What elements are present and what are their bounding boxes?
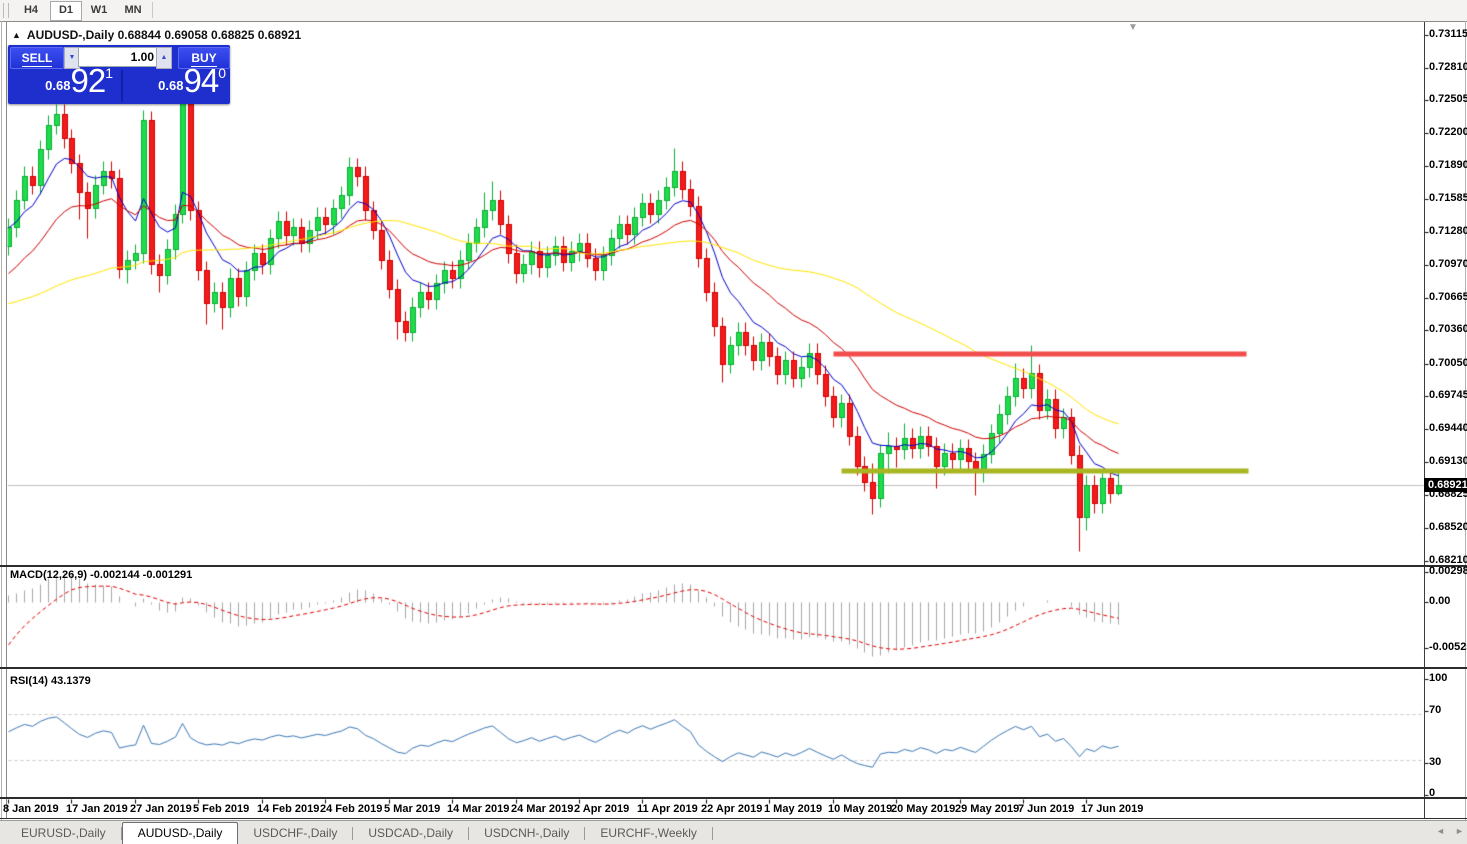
rsi-axis-label: 70: [1429, 704, 1442, 716]
timeframe-d1-button[interactable]: D1: [50, 1, 82, 21]
date-axis-label: 22 Apr 2019: [701, 803, 763, 815]
sell-button[interactable]: SELL: [10, 47, 64, 69]
price-axis-label: 0.70665: [1429, 291, 1467, 303]
tab-audusd-daily[interactable]: AUDUSD-,Daily: [121, 822, 239, 844]
chart-title-text: AUDUSD-,Daily 0.68844 0.69058 0.68825 0.…: [26, 28, 302, 42]
macd-axis-label: -0.005256: [1429, 641, 1467, 653]
tab-usdcad-daily[interactable]: USDCAD-,Daily: [368, 826, 454, 840]
toolbar-separator: [152, 2, 153, 18]
sell-price-main: 92: [70, 62, 106, 99]
price-axis-label: 0.72505: [1429, 93, 1467, 105]
tab-separator: [711, 826, 713, 840]
chart-left-border: [6, 21, 7, 819]
current-price-tag: 0.68921: [1424, 478, 1467, 492]
scroll-left-icon[interactable]: ◄: [1436, 826, 1445, 836]
date-axis-label: 17 Jan 2019: [66, 803, 128, 815]
date-axis-label: 29 May 2019: [955, 803, 1020, 815]
chart-tab-bar: EURUSD-,Daily AUDUSD-,Daily USDCHF-,Dail…: [0, 820, 1467, 844]
sell-price-button[interactable]: 0.68921: [10, 62, 119, 102]
tab-usdchf-daily[interactable]: USDCHF-,Daily: [253, 826, 338, 840]
buy-price-pip: 0: [218, 65, 226, 81]
macd-indicator-label: MACD(12,26,9) -0.002144 -0.001291: [10, 569, 193, 581]
date-axis-label: 5 Mar 2019: [384, 803, 441, 815]
date-axis-label: 8 Jan 2019: [3, 803, 59, 815]
timeframe-h4-button[interactable]: H4: [23, 4, 39, 16]
macd-axis-label: 0.00: [1429, 595, 1451, 607]
tab-eurusd-daily[interactable]: EURUSD-,Daily: [21, 826, 106, 840]
buy-button[interactable]: BUY: [178, 47, 230, 69]
date-axis-label: 14 Feb 2019: [257, 803, 320, 815]
buy-price-main: 94: [183, 62, 219, 99]
date-axis-label: 24 Mar 2019: [511, 803, 574, 815]
buy-price-prefix: 0.68: [158, 78, 184, 93]
rsi-axis-label: 30: [1429, 756, 1442, 768]
price-axis-label: 0.68520: [1429, 521, 1467, 533]
price-axis-label: 0.72200: [1429, 126, 1467, 138]
timeframe-w1-button[interactable]: W1: [90, 4, 108, 16]
tab-usdcnh-daily[interactable]: USDCNH-,Daily: [484, 826, 570, 840]
window-right-border: [1465, 21, 1466, 843]
date-axis-label: 10 May 2019: [828, 803, 893, 815]
price-axis-label: 0.68210: [1429, 554, 1467, 566]
tab-separator: [352, 826, 354, 840]
price-axis-label: 0.71585: [1429, 192, 1467, 204]
timeframe-mn-button[interactable]: MN: [124, 4, 142, 16]
bottom-border: [0, 818, 1467, 819]
price-axis-label: 0.71280: [1429, 225, 1467, 237]
price-axis-label: 0.70050: [1429, 357, 1467, 369]
timeframe-toolbar: H4 D1 W1 MN: [0, 0, 1467, 22]
macd-axis-label: 0.002984: [1429, 565, 1467, 577]
macd-panel-separator[interactable]: [0, 565, 1467, 567]
scroll-right-icon[interactable]: ►: [1455, 826, 1464, 836]
rsi-panel-separator[interactable]: [0, 667, 1467, 669]
date-axis-label: 5 Feb 2019: [193, 803, 250, 815]
tab-separator: [120, 826, 122, 840]
price-axis-label: 0.69745: [1429, 389, 1467, 401]
buy-price-button[interactable]: 0.68940: [121, 62, 230, 102]
chart-title: ▲ AUDUSD-,Daily 0.68844 0.69058 0.68825 0…: [12, 28, 301, 43]
price-axis-label: 0.72810: [1429, 61, 1467, 73]
tab-eurchf-weekly[interactable]: EURCHF-,Weekly: [600, 826, 697, 840]
price-axis-border: [1424, 22, 1425, 818]
date-axis-label: 2 Apr 2019: [574, 803, 630, 815]
date-axis-label: 27 Jan 2019: [130, 803, 192, 815]
date-axis-label: 24 Feb 2019: [320, 803, 383, 815]
one-click-trading-panel: SELL ▼ ▲ BUY 0.68921 0.68940: [8, 45, 230, 104]
date-axis-label: 20 May 2019: [891, 803, 956, 815]
chart-nav-caret-icon[interactable]: ▼: [1128, 22, 1138, 33]
volume-input[interactable]: [78, 47, 158, 67]
date-axis-separator: [0, 797, 1467, 799]
date-axis-label: 14 Mar 2019: [447, 803, 510, 815]
price-axis-label: 0.69130: [1429, 455, 1467, 467]
tab-separator: [468, 826, 470, 840]
sell-price-pip: 1: [105, 65, 113, 81]
rsi-axis-label: 0: [1429, 787, 1436, 799]
rsi-indicator-label: RSI(14) 43.1379: [10, 675, 91, 687]
toolbar-grip[interactable]: [3, 3, 9, 18]
price-axis-label: 0.69440: [1429, 422, 1467, 434]
price-axis-label: 0.70970: [1429, 258, 1467, 270]
price-axis-label: 0.68825: [1429, 488, 1467, 500]
sell-price-prefix: 0.68: [45, 78, 71, 93]
one-click-collapse-icon[interactable]: ▲: [12, 30, 21, 40]
date-axis-label: 11 Apr 2019: [637, 803, 698, 815]
price-axis-label: 0.70360: [1429, 323, 1467, 335]
tab-separator: [584, 826, 586, 840]
date-axis-label: 7 Jun 2019: [1018, 803, 1075, 815]
date-axis-label: 17 Jun 2019: [1081, 803, 1144, 815]
volume-increase-button[interactable]: ▲: [156, 47, 172, 69]
price-axis-label: 0.73115: [1429, 28, 1467, 40]
price-axis-label: 0.71890: [1429, 159, 1467, 171]
window-left-border: [1, 21, 2, 843]
rsi-axis-label: 100: [1429, 672, 1448, 684]
date-axis-label: 1 May 2019: [764, 803, 823, 815]
